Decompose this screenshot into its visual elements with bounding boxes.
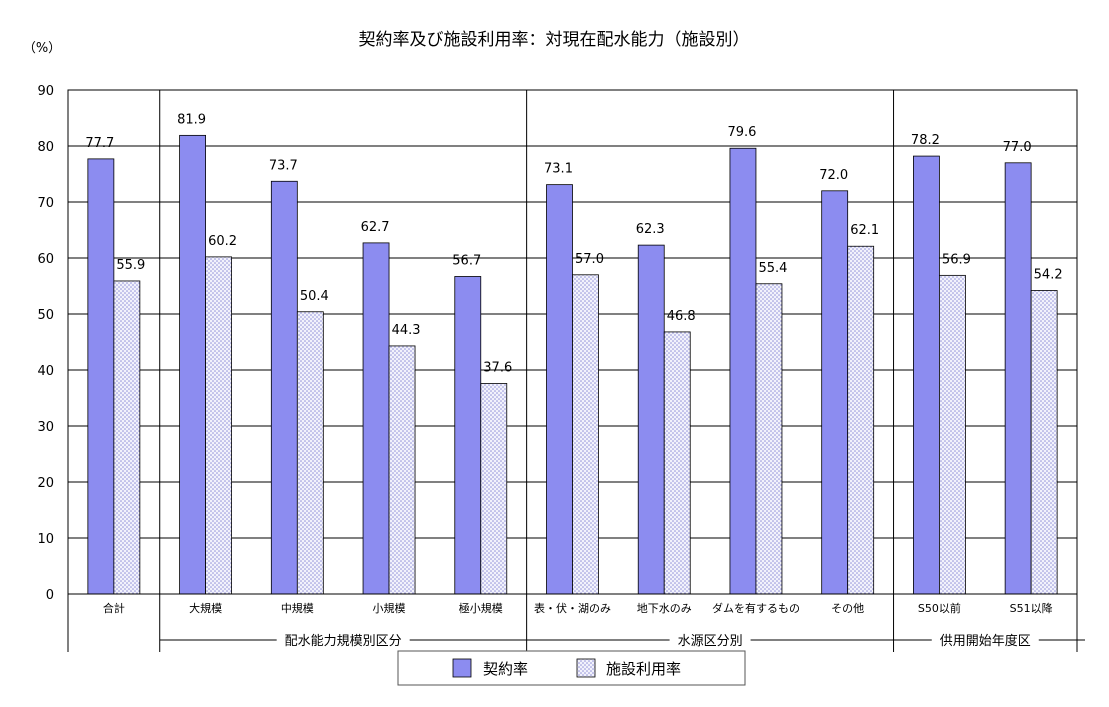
y-tick-label: 60 <box>37 252 54 267</box>
category-label: その他 <box>831 602 864 615</box>
data-label-utilization: 57.0 <box>575 252 604 267</box>
category-label: 地下水のみ <box>637 602 692 615</box>
data-label-contract: 78.2 <box>911 133 940 148</box>
bar-contract <box>87 158 115 595</box>
data-label-contract: 79.6 <box>727 125 756 140</box>
y-tick-label: 20 <box>37 476 54 491</box>
bar-utilization <box>572 274 599 595</box>
bar-contract <box>546 184 573 595</box>
data-label-utilization: 44.3 <box>392 323 421 338</box>
data-label-utilization: 55.9 <box>116 258 145 273</box>
category-label: S50以前 <box>918 601 961 615</box>
data-label-utilization: 55.4 <box>758 261 787 276</box>
data-label-contract: 72.0 <box>819 168 848 183</box>
y-tick-label: 70 <box>37 196 54 211</box>
data-label-contract: 62.3 <box>636 222 665 237</box>
legend-label-contract: 契約率 <box>483 660 528 678</box>
category-label: 大規模 <box>189 601 222 615</box>
bar-utilization <box>1030 290 1058 595</box>
bar-utilization <box>663 331 691 595</box>
bar-contract <box>821 190 849 595</box>
bar-contract <box>454 276 482 595</box>
category-label: 中規模 <box>281 601 314 615</box>
data-label-contract: 81.9 <box>177 112 206 127</box>
data-labels: 77.7 55.9 81.9 60.2 73.7 50.4 62.7 44.3 56.7 37.6… <box>85 112 1062 375</box>
data-label-contract: 62.7 <box>361 220 390 235</box>
bar-contract <box>362 242 390 595</box>
group-label: 供用開始年度区 <box>940 633 1031 649</box>
data-label-utilization: 46.8 <box>667 309 696 324</box>
y-tick-label: 80 <box>37 140 54 155</box>
bar-utilization <box>755 283 783 595</box>
category-labels: 合計 大規模 中規模 小規模 極小規模 表・伏・湖のみ 地下水のみ ダムを有するもの その他 S5… <box>103 601 1053 615</box>
category-label: 表・伏・湖のみ <box>534 601 611 615</box>
data-label-utilization: 56.9 <box>942 252 971 267</box>
chart-title: 契約率及び施設利用率：対現在配水能力（施設別） <box>359 30 750 50</box>
data-label-contract: 77.0 <box>1003 140 1032 155</box>
y-tick-label: 90 <box>37 84 54 99</box>
y-tick-label: 0 <box>46 588 54 603</box>
bars <box>87 134 1058 595</box>
data-label-utilization: 37.6 <box>483 360 512 375</box>
legend-label-utilization: 施設利用率 <box>606 660 681 678</box>
y-tick-label: 50 <box>37 308 54 323</box>
bar-contract <box>729 147 757 595</box>
bar-contract <box>913 155 940 595</box>
y-axis-ticks: 0 10 20 30 40 50 60 70 80 90 <box>37 84 54 603</box>
category-label: 極小規模 <box>459 601 503 615</box>
group-labels: 配水能力規模別区分 水源区分別 供用開始年度区 <box>159 633 1085 649</box>
data-label-contract: 77.7 <box>85 136 114 151</box>
data-label-contract: 73.7 <box>269 158 298 173</box>
bar-utilization <box>113 280 141 595</box>
legend: 契約率 施設利用率 <box>397 650 746 686</box>
data-label-utilization: 50.4 <box>300 289 329 304</box>
bar-contract <box>637 244 665 595</box>
bar-utilization <box>480 383 508 595</box>
category-label: ダムを有するもの <box>712 601 800 615</box>
bar-utilization <box>388 345 416 595</box>
data-label-utilization: 60.2 <box>208 234 237 249</box>
y-tick-label: 30 <box>37 420 54 435</box>
category-label: S51以降 <box>1010 601 1053 615</box>
legend-swatch-contract <box>452 658 472 678</box>
y-unit-label: （%） <box>23 41 61 56</box>
data-label-utilization: 54.2 <box>1034 267 1063 282</box>
plot-frame <box>67 89 1078 595</box>
data-label-contract: 73.1 <box>544 162 573 177</box>
y-tick-label: 40 <box>37 364 54 379</box>
bar-utilization <box>847 245 875 595</box>
bar-utilization <box>296 311 324 595</box>
bar-contract <box>1004 162 1032 595</box>
category-label: 小規模 <box>373 601 406 615</box>
group-label: 水源区分別 <box>678 634 743 649</box>
data-label-contract: 56.7 <box>452 253 481 268</box>
y-tick-label: 10 <box>37 532 54 547</box>
legend-swatch-utilization <box>576 658 596 678</box>
category-label: 合計 <box>103 601 125 615</box>
bar-contract <box>270 180 298 595</box>
legend-box <box>397 650 746 686</box>
data-label-utilization: 62.1 <box>850 223 879 238</box>
bar-contract <box>179 134 206 595</box>
bar-utilization <box>205 256 232 595</box>
bar-utilization <box>939 274 966 595</box>
group-label: 配水能力規模別区分 <box>285 634 402 649</box>
